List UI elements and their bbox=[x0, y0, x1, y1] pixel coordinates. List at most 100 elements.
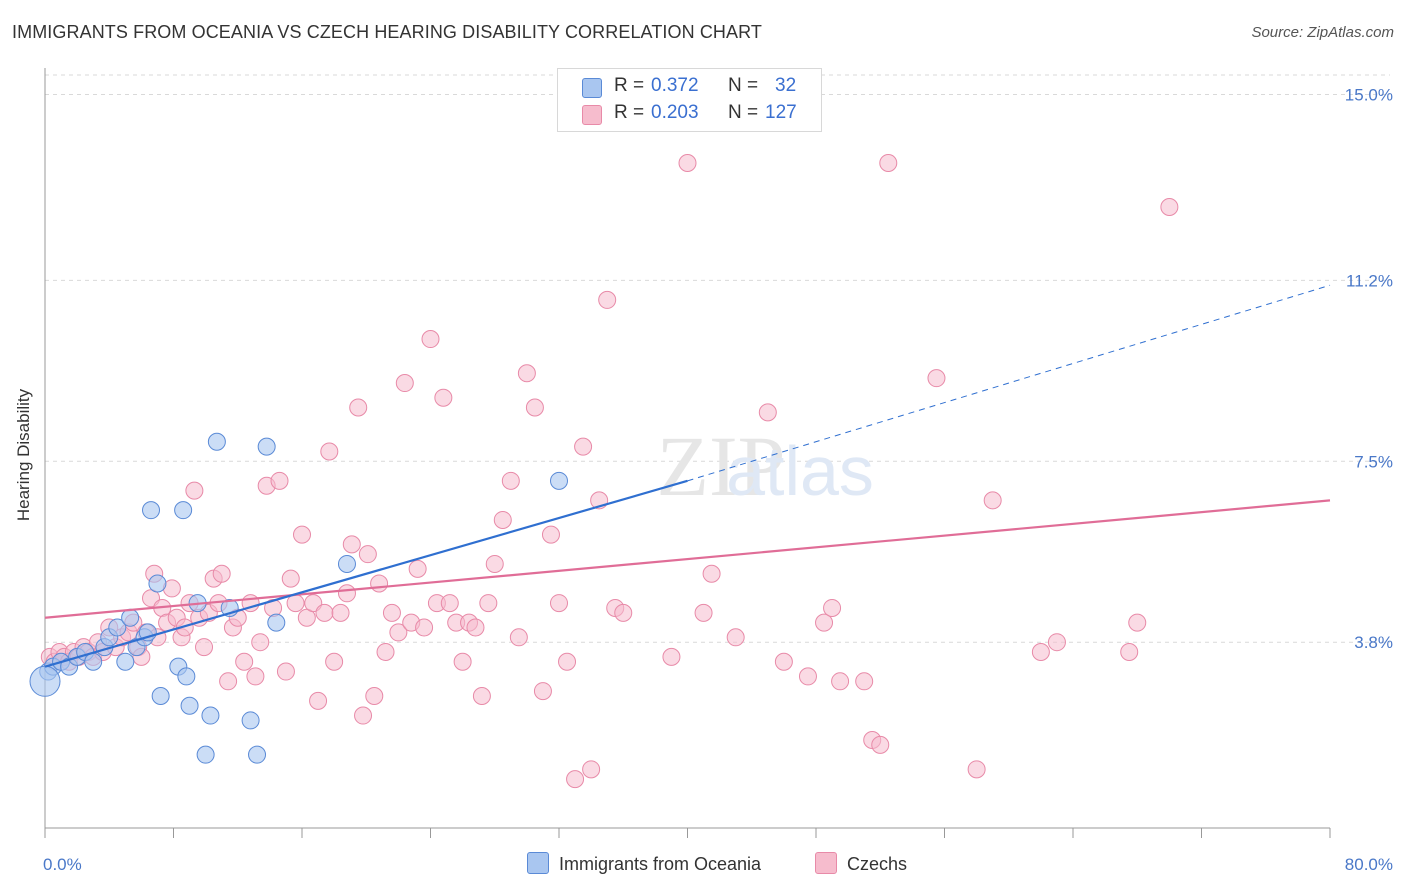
czech-point bbox=[370, 574, 389, 593]
czech-point bbox=[798, 667, 817, 686]
czech-point bbox=[614, 603, 633, 622]
czech-point bbox=[349, 398, 368, 417]
czech-point bbox=[472, 686, 491, 705]
x-tick-label-min: 0.0% bbox=[43, 855, 82, 874]
oceania-point bbox=[241, 711, 260, 730]
legend-swatch-czech bbox=[582, 105, 602, 125]
czech-point bbox=[276, 662, 295, 681]
czech-point bbox=[408, 559, 427, 578]
oceania-point bbox=[84, 652, 103, 671]
oceania-point bbox=[257, 437, 276, 456]
czech-point bbox=[574, 437, 593, 456]
czech-point bbox=[281, 569, 300, 588]
trend-lines bbox=[44, 284, 1331, 668]
czech-point bbox=[758, 403, 777, 422]
czech-point bbox=[270, 471, 289, 490]
czech-point bbox=[879, 154, 898, 173]
czech-point bbox=[501, 471, 520, 490]
czech-point bbox=[395, 374, 414, 393]
czech-point bbox=[415, 618, 434, 637]
czech-point bbox=[983, 491, 1002, 510]
czech-trend-line bbox=[44, 499, 1331, 619]
axes bbox=[44, 68, 1331, 838]
legend-r-label: R = bbox=[614, 102, 645, 123]
legend-n-label: N = bbox=[728, 102, 759, 123]
legend-swatch-oceania bbox=[582, 78, 602, 98]
czech-point bbox=[342, 535, 361, 554]
oceania-point bbox=[174, 501, 193, 520]
czech-point bbox=[509, 628, 528, 647]
legend-n-value: 127 bbox=[765, 102, 797, 123]
oceania-point bbox=[108, 618, 127, 637]
legend-r-value: 0.372 bbox=[651, 75, 699, 96]
oceania-point bbox=[248, 745, 267, 764]
czech-point bbox=[533, 682, 552, 701]
czech-point bbox=[421, 330, 440, 349]
bottom-legend-czechs: Czechs bbox=[815, 852, 907, 876]
oceania-point bbox=[196, 745, 215, 764]
czech-point bbox=[662, 647, 681, 666]
czech-point bbox=[774, 652, 793, 671]
y-tick-label: 3.8% bbox=[1354, 633, 1393, 652]
czech-point bbox=[286, 594, 305, 613]
czech-point bbox=[694, 603, 713, 622]
czech-point bbox=[389, 623, 408, 642]
czech-point bbox=[871, 735, 890, 754]
czech-point bbox=[337, 584, 356, 603]
czech-point bbox=[550, 594, 568, 613]
czech-point bbox=[212, 564, 231, 583]
bottom-legend-label-czechs: Czechs bbox=[847, 854, 908, 874]
oceania-point bbox=[151, 686, 170, 705]
oceania-point bbox=[121, 608, 140, 627]
czech-point bbox=[1160, 198, 1179, 217]
czech-point bbox=[185, 481, 204, 500]
czech-point bbox=[823, 598, 842, 617]
czech-point bbox=[219, 672, 238, 691]
oceania-point bbox=[267, 613, 286, 632]
oceania-point bbox=[207, 432, 226, 451]
czech-point bbox=[358, 545, 377, 564]
y-tick-label: 15.0% bbox=[1345, 86, 1393, 105]
y-tick-label: 11.2% bbox=[1346, 271, 1393, 290]
czech-point bbox=[558, 652, 577, 671]
legend-r-value: 0.203 bbox=[651, 102, 699, 123]
legend: R = 0.372 N = 32 R = 0.203 N = 127 bbox=[557, 68, 822, 132]
bottom-legend-oceania: Immigrants from Oceania bbox=[527, 852, 761, 876]
czech-point bbox=[434, 388, 453, 407]
czech-point bbox=[582, 760, 601, 779]
czech-point bbox=[525, 398, 544, 417]
czech-point bbox=[967, 760, 986, 779]
y-axis-label: Hearing Disability bbox=[14, 388, 33, 522]
czech-point bbox=[325, 652, 344, 671]
czech-point bbox=[566, 770, 585, 789]
bottom-legend-swatch-czechs bbox=[815, 852, 837, 874]
czech-point bbox=[376, 642, 395, 661]
czech-point bbox=[479, 594, 498, 613]
czech-point bbox=[1047, 633, 1066, 652]
czech-point bbox=[453, 652, 472, 671]
legend-r-label: R = bbox=[614, 75, 645, 96]
czech-point bbox=[354, 706, 373, 725]
czech-points bbox=[40, 154, 1179, 789]
czech-point bbox=[927, 369, 946, 388]
chart-title: IMMIGRANTS FROM OCEANIA VS CZECH HEARING… bbox=[12, 22, 762, 42]
czech-point bbox=[541, 525, 560, 544]
oceania-point bbox=[177, 667, 196, 686]
x-tick-labels: 0.0% 80.0% bbox=[43, 855, 1393, 874]
czech-point bbox=[517, 364, 536, 383]
czech-point bbox=[493, 510, 512, 529]
czech-point bbox=[195, 638, 214, 657]
czech-point bbox=[293, 525, 311, 544]
czech-point bbox=[246, 667, 265, 686]
czech-point bbox=[382, 603, 401, 622]
czech-point bbox=[331, 603, 350, 622]
czech-point bbox=[466, 618, 485, 637]
legend-n-label: N = bbox=[728, 75, 759, 96]
bottom-legend-swatch-oceania bbox=[527, 852, 549, 874]
czech-point bbox=[320, 442, 339, 461]
czech-point bbox=[485, 554, 504, 573]
czech-point bbox=[235, 652, 254, 671]
czech-point bbox=[440, 594, 459, 613]
oceania-point bbox=[142, 501, 161, 520]
